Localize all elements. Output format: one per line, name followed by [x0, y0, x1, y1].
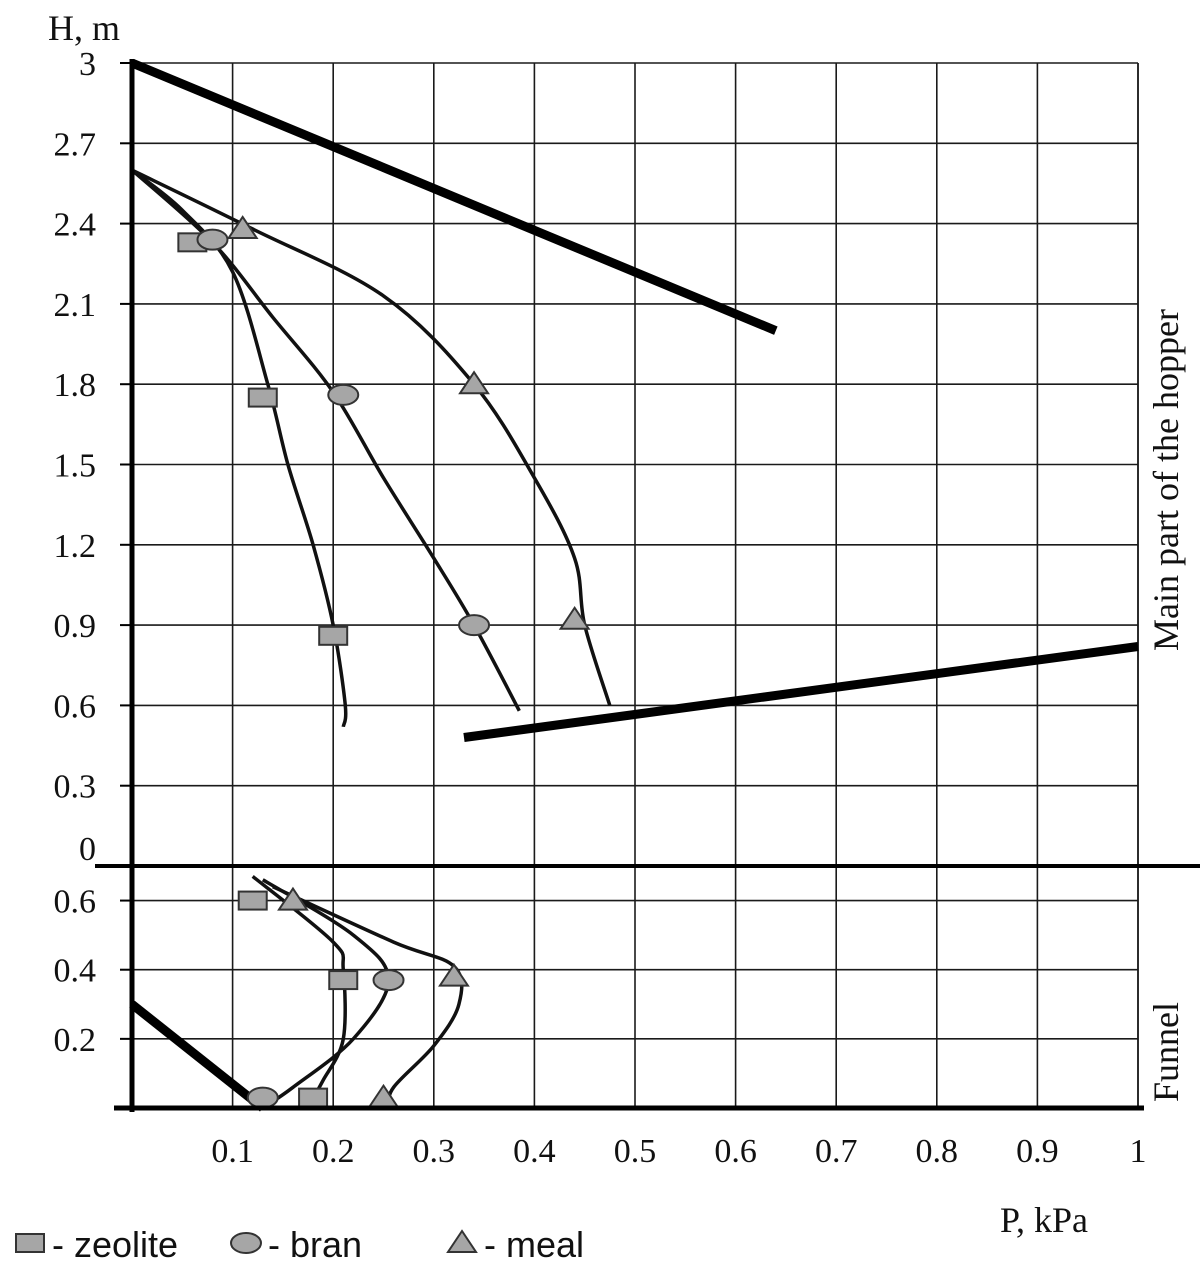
x-tick-label: 0.1: [211, 1133, 254, 1170]
series-curves: [130, 168, 612, 1110]
main-bran-point: [327, 383, 360, 406]
grid: [132, 62, 1139, 1108]
legend-bran-marker: [230, 1232, 262, 1254]
main-boundary-line: [463, 642, 1139, 742]
x-tick-label: 0.7: [815, 1133, 858, 1170]
tick-labels: 0.1 0.2 0.3 0.4 0.5 0.6 0.7 0.8 0.9 1 0 0.3 0.6 0.9 1.…: [54, 46, 1147, 1170]
legend: - zeolite - bran - meal: [15, 1224, 584, 1265]
y-tick-label: 0: [79, 831, 96, 868]
legend-meal-label: - meal: [484, 1224, 584, 1265]
main-zeolite-point: [318, 625, 349, 646]
main-bran-point: [458, 614, 491, 637]
funnel-meal-point: [438, 962, 470, 987]
funnel-zeolite-curve: [251, 875, 347, 1099]
main-part-label: Main part of the hopper: [1146, 309, 1186, 651]
x-tick-label: 0.4: [513, 1133, 556, 1170]
axes: [95, 59, 1200, 1112]
y-tick-label: 0.6: [54, 884, 97, 921]
x-tick-label: 0.9: [1016, 1133, 1059, 1170]
y-tick-label: 2.4: [54, 207, 97, 244]
x-tick-label: 0.8: [916, 1133, 959, 1170]
funnel-bran-point: [246, 1086, 279, 1109]
main-meal-point: [226, 215, 259, 239]
x-tick-label: 0.6: [714, 1133, 757, 1170]
legend-meal-marker: [446, 1229, 478, 1253]
y-tick-label: 1.5: [54, 448, 97, 485]
y-tick-label: 0.4: [54, 953, 97, 990]
legend-zeolite-label: - zeolite: [52, 1224, 178, 1265]
hopper-boundary-lines: [129, 58, 1139, 1112]
funnel-label: Funnel: [1146, 1002, 1186, 1102]
x-tick-label: 1: [1130, 1133, 1147, 1170]
y-axis-title: H, m: [48, 8, 120, 48]
y-tick-label: 0.3: [54, 769, 97, 806]
x-tick-label: 0.3: [413, 1133, 456, 1170]
funnel-zeolite-point: [328, 970, 359, 991]
y-tick-label: 0.2: [54, 1022, 97, 1059]
funnel-bran-curve: [261, 878, 391, 1110]
y-tick-label: 0.9: [54, 608, 97, 645]
main-bran-point: [196, 228, 229, 251]
funnel-boundary-line: [129, 1000, 266, 1112]
y-tick-label: 0.6: [54, 688, 97, 725]
main-meal-curve: [131, 168, 612, 706]
y-tick-label: 3: [79, 46, 96, 83]
x-tick-label: 0.2: [312, 1133, 355, 1170]
main-zeolite-curve: [130, 168, 348, 728]
funnel-meal-curve: [272, 885, 464, 1109]
main-meal-point: [458, 370, 490, 395]
legend-bran-label: - bran: [268, 1224, 362, 1265]
main-meal-point: [558, 605, 591, 630]
y-tick-label: 1.2: [54, 528, 97, 565]
legend-zeolite-marker: [15, 1233, 45, 1253]
funnel-zeolite-point: [237, 890, 268, 911]
funnel-bran-point: [372, 969, 405, 992]
main-boundary-line: [130, 58, 778, 335]
x-tick-label: 0.5: [614, 1133, 657, 1170]
x-axis-title: P, kPa: [1000, 1200, 1088, 1240]
funnel-meal-point: [277, 886, 309, 911]
main-zeolite-point: [247, 387, 278, 408]
series-markers: [177, 215, 591, 1109]
y-tick-label: 1.8: [54, 367, 97, 404]
y-tick-label: 2.1: [54, 287, 97, 324]
funnel-zeolite-point: [298, 1087, 329, 1108]
y-tick-label: 2.7: [54, 126, 97, 163]
